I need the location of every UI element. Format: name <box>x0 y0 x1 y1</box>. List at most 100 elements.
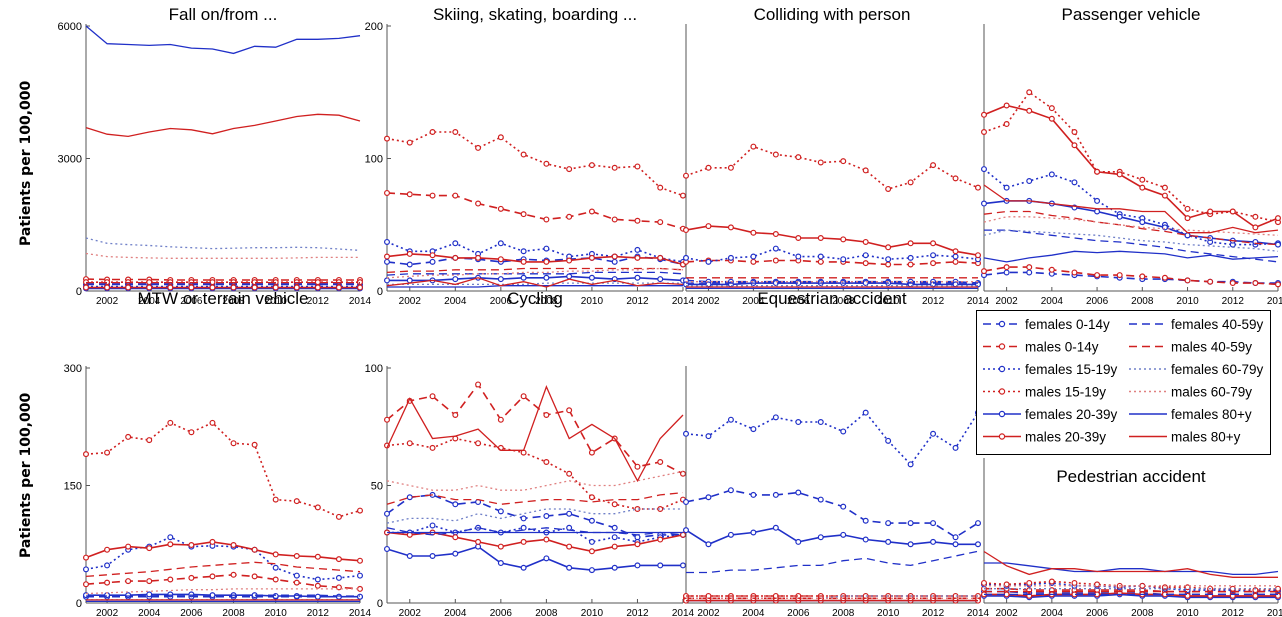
data-point <box>795 489 802 496</box>
series-males-40-59y <box>85 561 361 578</box>
series-males-80-y <box>983 550 1278 578</box>
x-tick-label: 2014 <box>1267 296 1282 307</box>
data-point <box>1071 269 1078 276</box>
data-point <box>1003 264 1010 271</box>
x-tick-label: 2004 <box>1041 296 1064 307</box>
data-point <box>885 261 892 268</box>
data-point <box>82 581 89 588</box>
data-point <box>1139 176 1146 183</box>
data-point <box>1026 178 1033 185</box>
data-point <box>885 520 892 527</box>
x-tick-label: 2002 <box>697 608 720 617</box>
data-point <box>1139 273 1146 280</box>
series-line <box>387 275 684 282</box>
data-point <box>588 208 595 215</box>
data-point <box>230 440 237 447</box>
data-point <box>1184 232 1191 239</box>
data-point <box>357 284 364 291</box>
data-point <box>862 409 869 416</box>
data-point <box>146 578 153 585</box>
data-point <box>772 231 779 238</box>
data-point <box>750 229 757 236</box>
data-point <box>452 276 459 283</box>
data-point <box>657 219 664 226</box>
x-tick-label: 2002 <box>995 608 1018 617</box>
x-tick-label: 2006 <box>1086 608 1109 617</box>
data-point <box>980 200 987 207</box>
x-tick-label: 2004 <box>742 296 765 307</box>
data-point <box>566 510 573 517</box>
legend-entry: females 40-59y <box>1129 317 1264 332</box>
data-point <box>1071 142 1078 149</box>
data-point <box>980 129 987 136</box>
data-point <box>682 498 689 505</box>
data-point <box>452 412 459 419</box>
data-point <box>520 211 527 218</box>
data-point <box>272 551 279 558</box>
data-point <box>817 534 824 541</box>
data-point <box>679 531 686 538</box>
legend-entry: males 20-39y <box>983 430 1106 445</box>
series-line <box>85 588 360 595</box>
series-line <box>686 595 978 599</box>
data-point <box>209 538 216 545</box>
data-point <box>188 574 195 581</box>
data-point <box>406 552 413 559</box>
data-point <box>125 433 132 440</box>
data-point <box>611 564 618 571</box>
data-point <box>251 441 258 448</box>
series-females-0-14y <box>682 487 981 541</box>
data-point <box>885 256 892 263</box>
legend-label: males 15-19y <box>1025 385 1106 400</box>
x-tick-label: 2014 <box>349 296 372 307</box>
series-males-40-59y <box>386 491 684 505</box>
series-line <box>387 285 683 288</box>
legend-entry: females 80+y <box>1129 407 1252 422</box>
series-line <box>983 184 1279 234</box>
series-females-40-59y <box>984 229 1279 263</box>
data-point <box>817 235 824 242</box>
data-point <box>772 524 779 531</box>
x-tick-label: 2004 <box>1041 608 1064 617</box>
series-males-80-y <box>386 385 684 483</box>
legend: females 0-14y males 0-14y females 15-19y ma… <box>976 310 1271 455</box>
data-point <box>82 566 89 573</box>
data-point <box>104 592 111 599</box>
panel-title: Skiing, skating, boarding ... <box>433 5 637 24</box>
data-point <box>429 444 436 451</box>
data-point <box>543 536 550 543</box>
data-point <box>1071 129 1078 136</box>
series-line <box>983 271 1278 284</box>
series-males-20-39y <box>384 250 686 268</box>
data-point <box>611 253 618 260</box>
data-point <box>930 162 937 169</box>
data-point <box>795 253 802 260</box>
data-point <box>817 496 824 503</box>
series-line <box>386 437 684 510</box>
x-tick-label: 2006 <box>180 608 203 617</box>
data-point <box>406 250 413 257</box>
data-point <box>1274 585 1281 592</box>
series-line <box>85 252 360 259</box>
series-females-20-39y <box>384 273 686 284</box>
data-point <box>357 572 364 579</box>
series-line <box>685 526 978 546</box>
series-males-60-79y <box>85 252 360 259</box>
data-point <box>452 550 459 557</box>
data-point <box>657 459 664 466</box>
x-tick-label: 2002 <box>96 296 119 307</box>
series-females-80-y <box>387 285 683 288</box>
panel-title: MTW or terrain vehicle <box>138 289 309 308</box>
series-males-40-59y <box>386 267 684 274</box>
legend-marker <box>998 433 1006 440</box>
data-point <box>1161 184 1168 191</box>
data-point <box>293 592 300 599</box>
data-point <box>230 571 237 578</box>
data-point <box>840 158 847 165</box>
data-point <box>82 451 89 458</box>
series-line <box>85 113 361 138</box>
data-point <box>1071 179 1078 186</box>
data-point <box>1003 102 1010 109</box>
data-point <box>1116 213 1123 220</box>
